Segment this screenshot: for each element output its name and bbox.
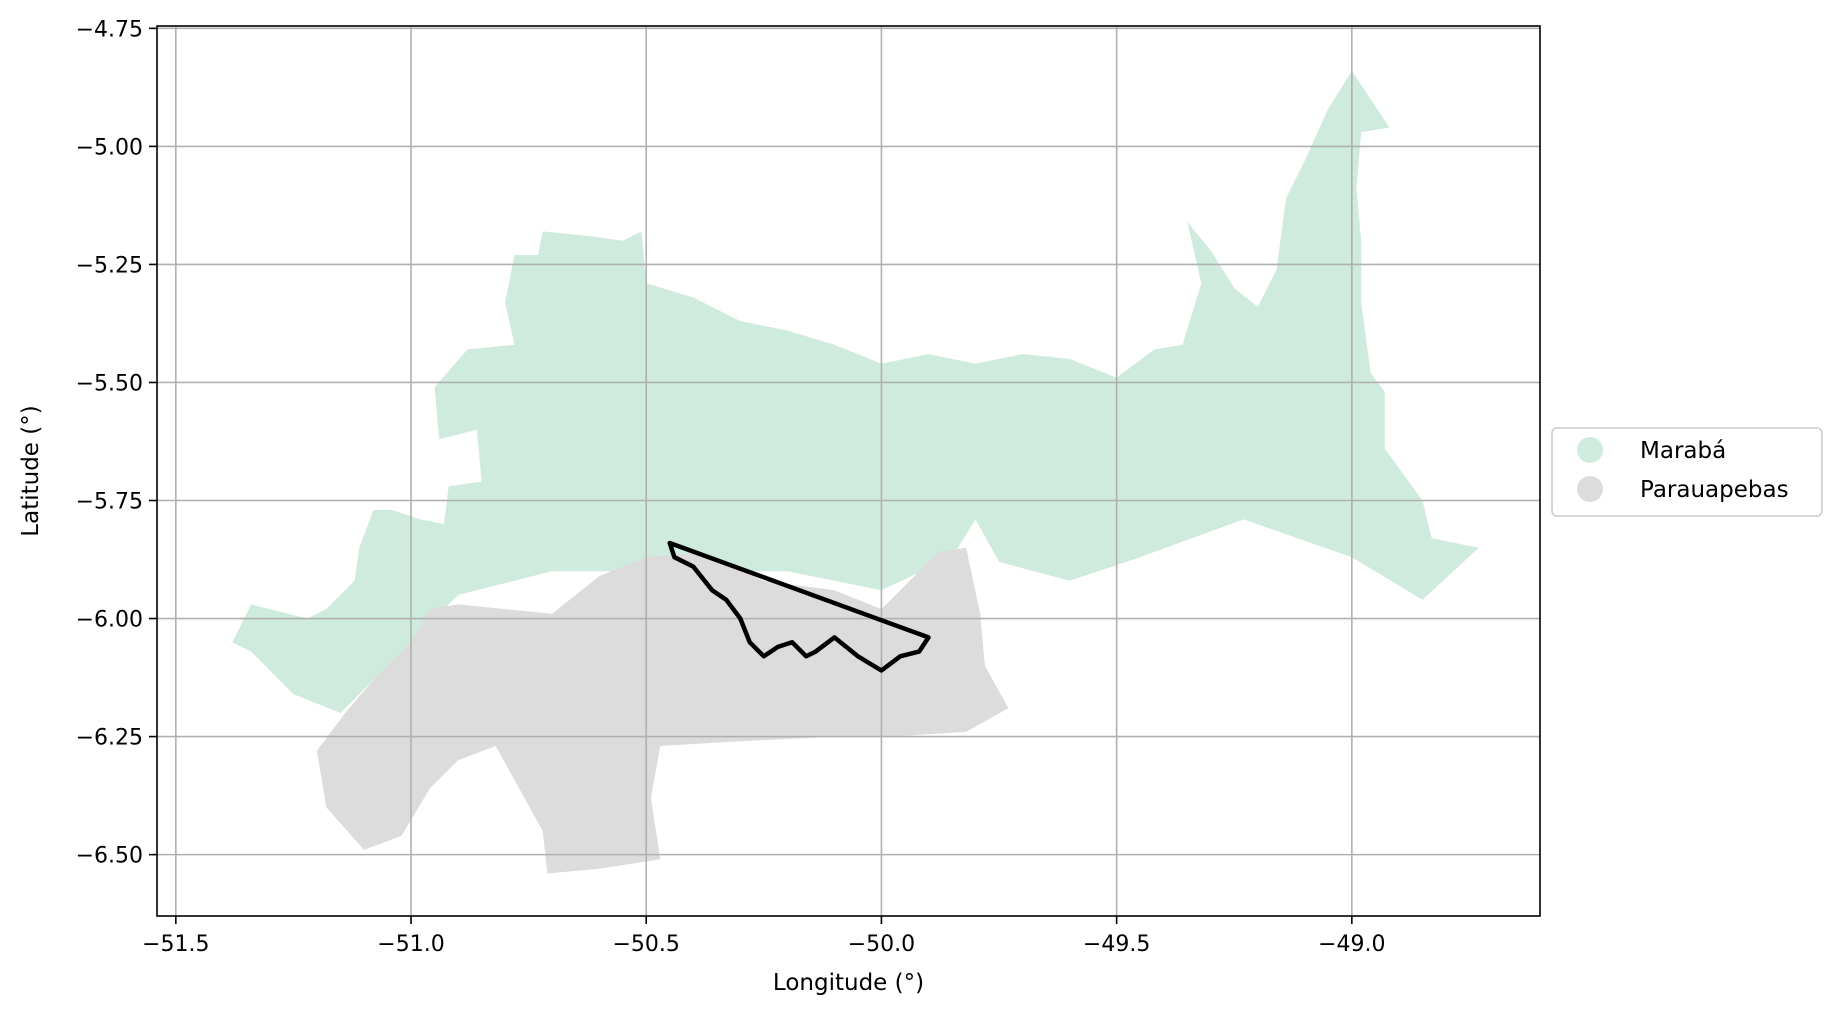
legend-marker bbox=[1577, 437, 1603, 463]
x-tick-label: −50.5 bbox=[613, 932, 680, 957]
y-tick-label: −5.00 bbox=[76, 135, 143, 160]
plot-area bbox=[156, 25, 1541, 917]
x-tick-label: −50.0 bbox=[848, 932, 915, 957]
x-axis-label: Longitude (°) bbox=[773, 970, 924, 996]
legend-label: Parauapebas bbox=[1640, 477, 1789, 503]
y-tick-label: −5.75 bbox=[76, 490, 143, 515]
x-tick-label: −51.5 bbox=[142, 932, 209, 957]
y-tick-label: −5.25 bbox=[76, 253, 143, 278]
outline-layer bbox=[667, 540, 931, 673]
y-axis-ticks: −4.75 −5.00 −5.25 −5.50 −5.75 −6.00 −6.25 −6.50 bbox=[76, 17, 157, 869]
x-tick-label: −51.0 bbox=[377, 932, 444, 957]
y-axis-label: Latitude (°) bbox=[18, 405, 44, 536]
legend-marker bbox=[1577, 476, 1603, 502]
region-parauapebas bbox=[316, 547, 1009, 874]
highlight-outline bbox=[667, 540, 931, 673]
y-tick-label: −6.50 bbox=[76, 844, 143, 869]
x-tick-label: −49.5 bbox=[1083, 932, 1150, 957]
x-tick-label: −49.0 bbox=[1318, 932, 1385, 957]
axes-frame bbox=[156, 25, 1541, 917]
grid-layer bbox=[157, 26, 1540, 916]
y-tick-label: −4.75 bbox=[76, 17, 143, 42]
y-tick-label: −6.00 bbox=[76, 608, 143, 633]
legend: Marabá Parauapebas bbox=[1551, 427, 1823, 517]
y-tick-label: −6.25 bbox=[76, 726, 143, 751]
regions-layer bbox=[232, 70, 1479, 874]
x-axis-ticks: −51.5 −51.0 −50.5 −50.0 −49.5 −49.0 bbox=[142, 916, 1386, 957]
legend-label: Marabá bbox=[1640, 438, 1726, 464]
y-tick-label: −5.50 bbox=[76, 371, 143, 396]
legend-box bbox=[1551, 427, 1823, 517]
region-maraba bbox=[232, 70, 1479, 713]
